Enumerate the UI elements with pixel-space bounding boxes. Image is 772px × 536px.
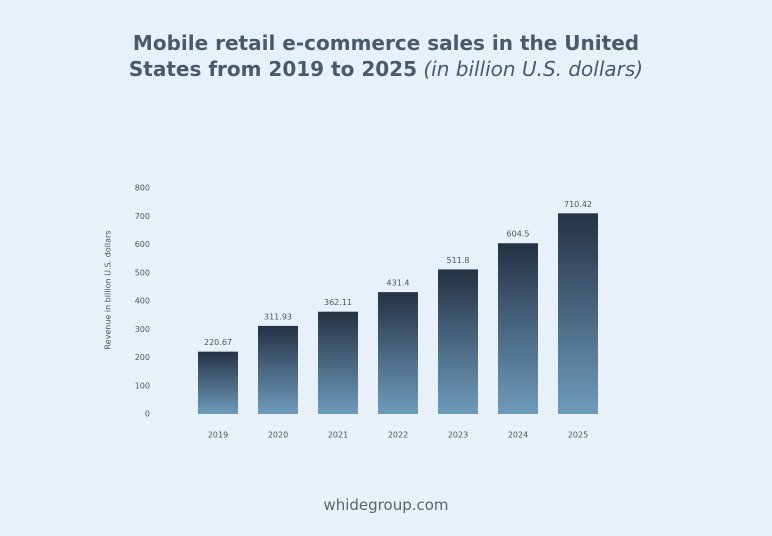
y-tick-label: 100 xyxy=(135,381,150,390)
value-label: 220.67 xyxy=(204,338,232,347)
x-tick-label: 2022 xyxy=(388,431,408,440)
chart-title: Mobile retail e-commerce sales in the Un… xyxy=(128,31,640,81)
value-label: 710.42 xyxy=(564,200,592,209)
x-tick-label: 2024 xyxy=(508,431,528,440)
value-label: 311.93 xyxy=(264,312,292,321)
x-tick-label: 2021 xyxy=(328,431,348,440)
y-axis-label: Revenue in billion U.S. dollars xyxy=(104,230,113,349)
value-label: 604.5 xyxy=(507,230,530,239)
y-tick-label: 600 xyxy=(135,240,150,249)
y-tick-label: 400 xyxy=(135,297,150,306)
x-tick-label: 2019 xyxy=(208,431,228,440)
y-tick-label: 800 xyxy=(135,184,150,193)
chart-subtitle: (in billion U.S. dollars) xyxy=(423,57,644,81)
y-tick-label: 0 xyxy=(145,410,150,419)
bar xyxy=(438,269,478,414)
bar xyxy=(558,213,598,414)
x-tick-label: 2023 xyxy=(448,431,468,440)
chart-title-block: Mobile retail e-commerce sales in the Un… xyxy=(116,30,656,82)
bar xyxy=(498,243,538,414)
bar xyxy=(318,311,358,414)
value-label: 431.4 xyxy=(387,279,410,288)
x-tick-label: 2020 xyxy=(268,431,288,440)
chart: Revenue in billion U.S. dollars 0 100 200 3… xyxy=(104,184,598,440)
value-label: 511.8 xyxy=(447,256,470,265)
y-tick-label: 300 xyxy=(135,325,150,334)
value-label: 362.11 xyxy=(324,298,352,307)
y-tick-label: 200 xyxy=(135,353,150,362)
bar xyxy=(378,292,418,414)
bar xyxy=(198,351,238,414)
y-tick-label: 500 xyxy=(135,268,150,277)
bar xyxy=(258,325,298,414)
y-tick-label: 700 xyxy=(135,212,150,221)
x-tick-label: 2025 xyxy=(568,431,588,440)
footer: whidegroup.com xyxy=(323,496,449,514)
